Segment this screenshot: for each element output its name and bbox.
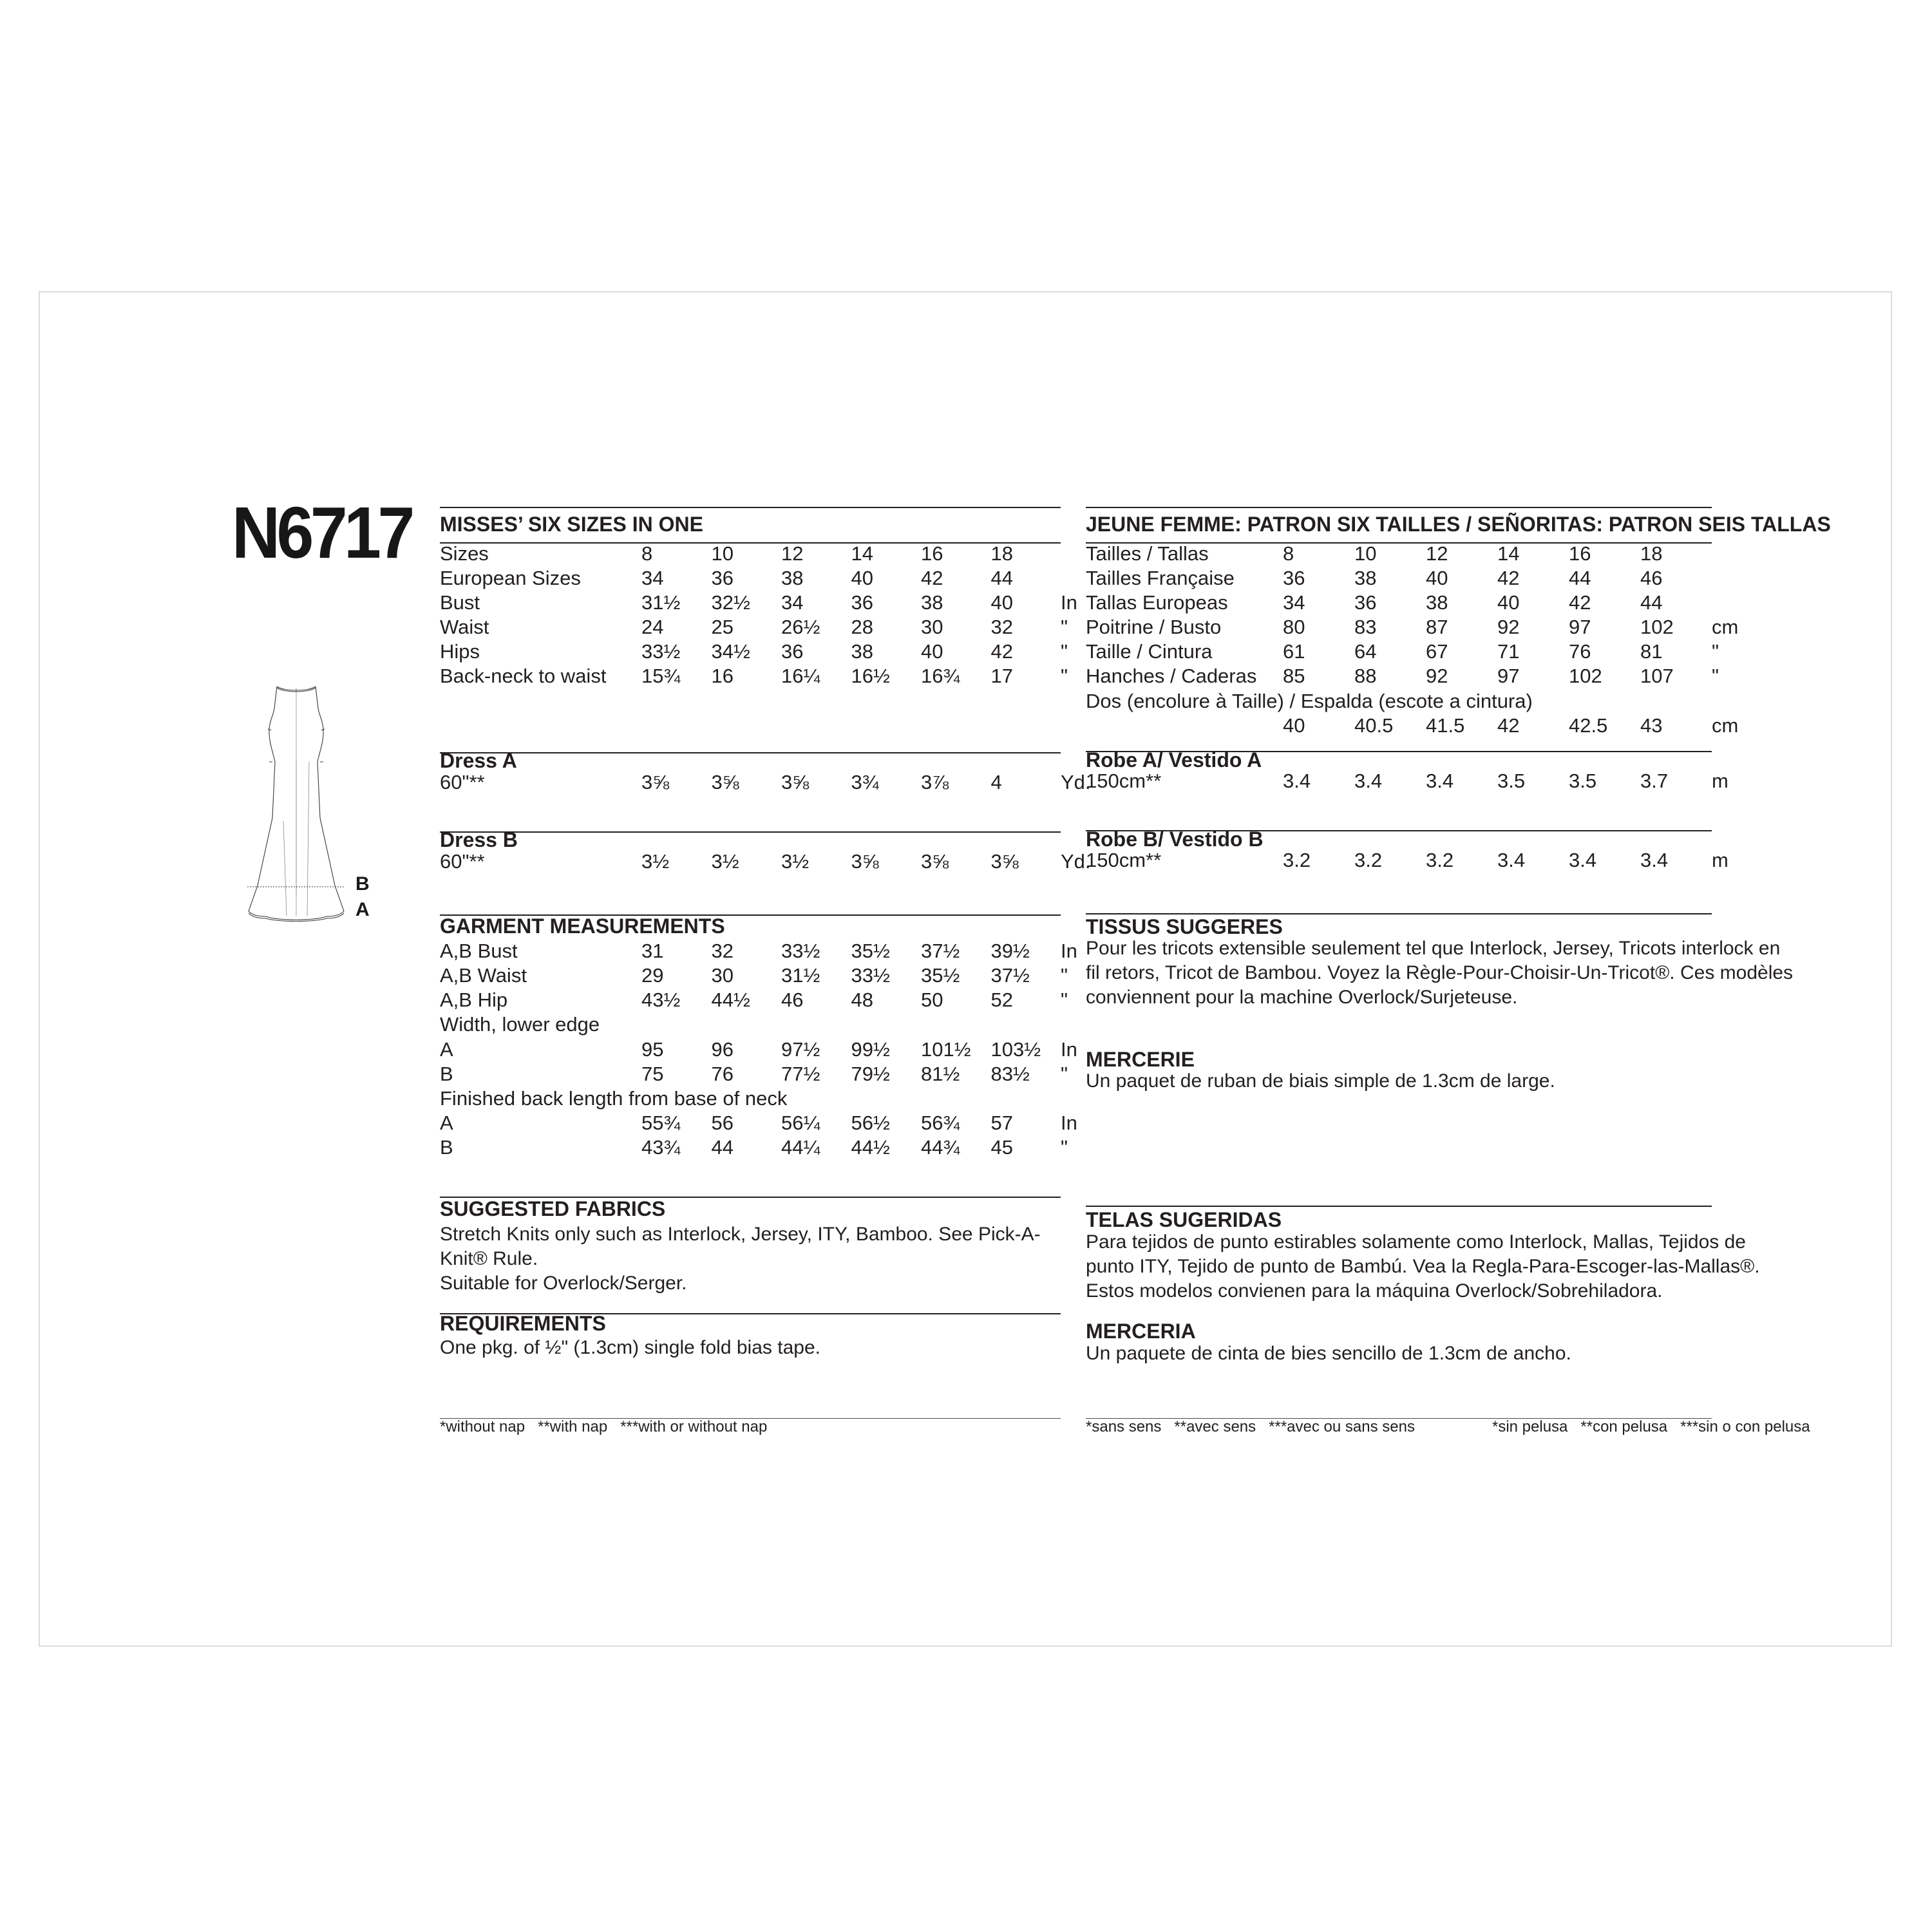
- svg-text:B: B: [355, 873, 370, 895]
- svg-text:A: A: [355, 899, 370, 920]
